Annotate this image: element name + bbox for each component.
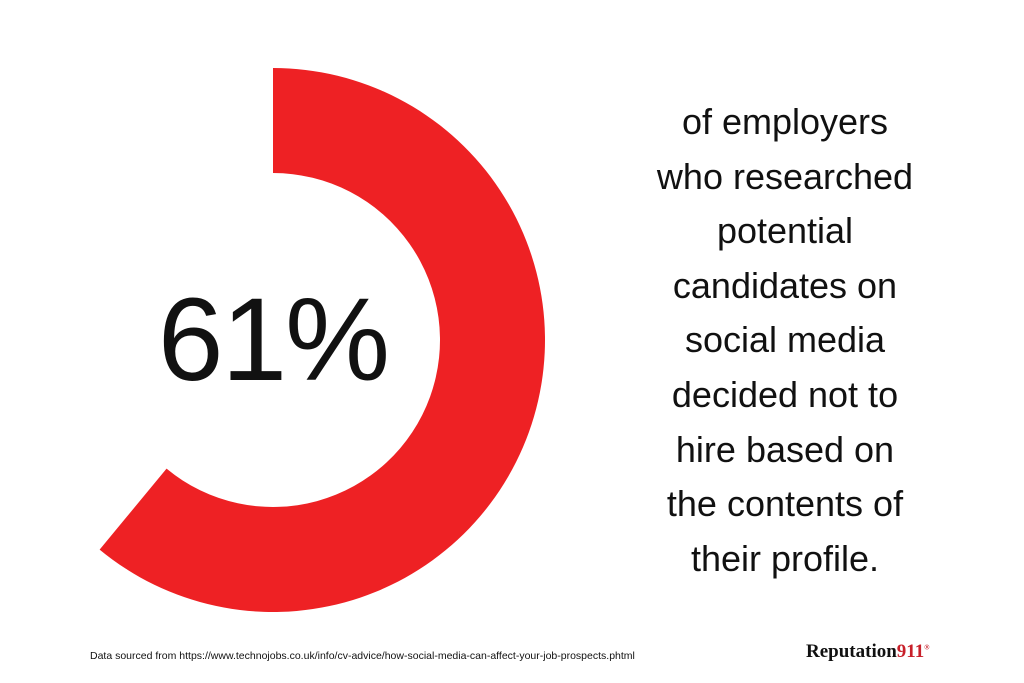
logo-text: Reputation: [806, 641, 897, 662]
description: of employers who researched potential ca…: [630, 95, 940, 586]
description-line: of employers: [681, 101, 889, 142]
description-line: social media: [684, 319, 886, 361]
source-note: Data sourced from https://www.technojobs…: [90, 650, 635, 662]
logo-number: 911: [896, 641, 925, 662]
description-line: their profile.: [690, 537, 880, 579]
description-line: the contents of: [666, 483, 904, 525]
description-line: who researched: [656, 155, 914, 197]
logo-mark: ®: [924, 643, 930, 652]
description-line: decided not to: [671, 373, 899, 415]
donut-segment: [99, 68, 546, 612]
description-line: potential: [716, 210, 854, 252]
percentage-label: 61%: [157, 274, 390, 406]
description-line: hire based on: [675, 428, 895, 470]
description-line: candidates on: [672, 264, 898, 306]
reputation911-logo: Reputation911®: [806, 641, 929, 663]
